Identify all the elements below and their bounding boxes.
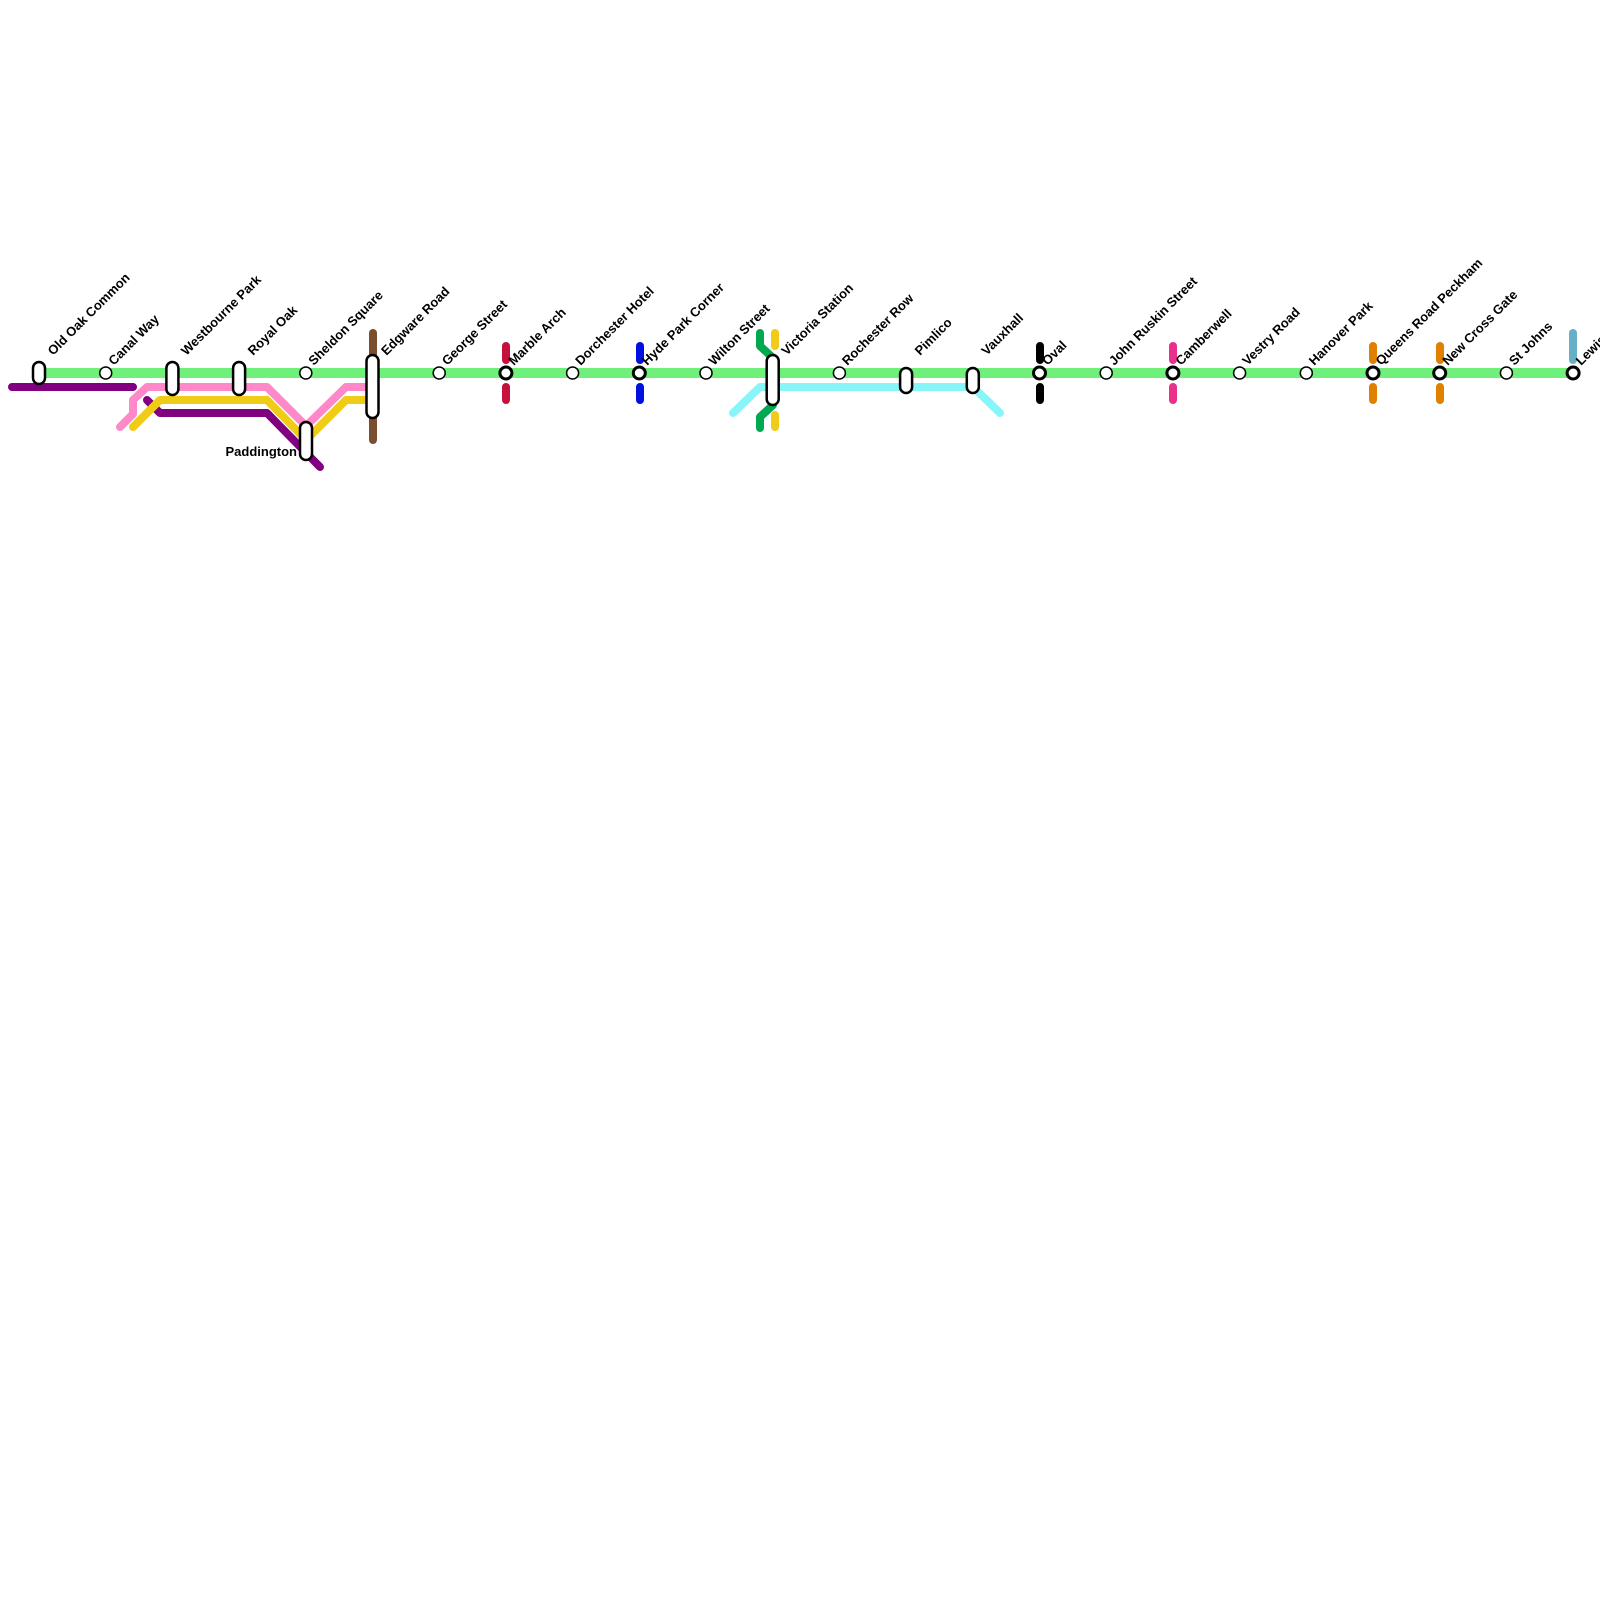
station-label-george-street: George Street xyxy=(439,296,511,368)
station-label-marble-arch: Marble Arch xyxy=(505,305,568,368)
station-marker-st-johns[interactable] xyxy=(1499,366,1514,380)
station-marker-dorchester-hotel[interactable] xyxy=(565,366,580,380)
station-label-canal-way: Canal Way xyxy=(105,311,162,368)
station-label-pimlico: Pimlico xyxy=(912,315,955,358)
line-yellow xyxy=(129,396,377,444)
station-marker-john-ruskin-street[interactable] xyxy=(1099,366,1113,380)
station-marker-royal-oak[interactable] xyxy=(231,360,247,397)
station-label-royal-oak: Royal Oak xyxy=(245,302,301,358)
station-label-hanover-park: Hanover Park xyxy=(1306,298,1376,368)
station-label-oval: Oval xyxy=(1039,338,1070,369)
station-marker-wilton-street[interactable] xyxy=(699,366,713,380)
station-marker-george-street[interactable] xyxy=(432,366,446,380)
station-label-vestry-road: Vestry Road xyxy=(1239,304,1303,368)
station-marker-new-cross-gate[interactable] xyxy=(1432,365,1448,381)
station-marker-vestry-road[interactable] xyxy=(1232,366,1247,380)
station-marker-canal-way[interactable] xyxy=(98,366,113,380)
station-label-rochester-row: Rochester Row xyxy=(839,290,917,368)
station-marker-edgware-road[interactable] xyxy=(365,353,380,420)
line-orange xyxy=(1369,342,1444,404)
station-label-victoria-station: Victoria Station xyxy=(778,280,856,358)
station-label-edgware-road: Edgware Road xyxy=(378,284,452,358)
line-dark-green xyxy=(756,329,777,432)
station-marker-queens-road-peckham[interactable] xyxy=(1365,365,1381,381)
station-marker-old-oak-common[interactable] xyxy=(31,360,47,386)
station-label-vauxhall: Vauxhall xyxy=(978,310,1026,358)
station-marker-rochester-row[interactable] xyxy=(832,366,847,380)
station-marker-victoria-station[interactable] xyxy=(765,353,780,407)
station-marker-hanover-park[interactable] xyxy=(1299,366,1314,380)
station-label-queens-road-peckham: Queens Road Peckham xyxy=(1373,255,1486,368)
station-marker-lewisham[interactable] xyxy=(1565,365,1581,381)
line-pink xyxy=(116,383,377,431)
station-marker-sheldon-square[interactable] xyxy=(299,366,313,380)
station-label-st-johns: St Johns xyxy=(1506,319,1555,368)
station-marker-westbourne-park[interactable] xyxy=(165,360,180,397)
station-marker-pimlico[interactable] xyxy=(898,366,914,395)
station-marker-paddington[interactable] xyxy=(298,420,314,462)
line-cyan xyxy=(729,383,1004,417)
station-label-camberwell: Camberwell xyxy=(1172,306,1234,368)
station-marker-vauxhall[interactable] xyxy=(965,366,981,395)
station-label-paddington: Paddington xyxy=(226,444,298,459)
station-marker-camberwell[interactable] xyxy=(1165,365,1181,381)
station-marker-marble-arch[interactable] xyxy=(498,365,514,381)
station-marker-oval[interactable] xyxy=(1032,365,1047,381)
station-marker-hyde-park-corner[interactable] xyxy=(631,365,647,381)
